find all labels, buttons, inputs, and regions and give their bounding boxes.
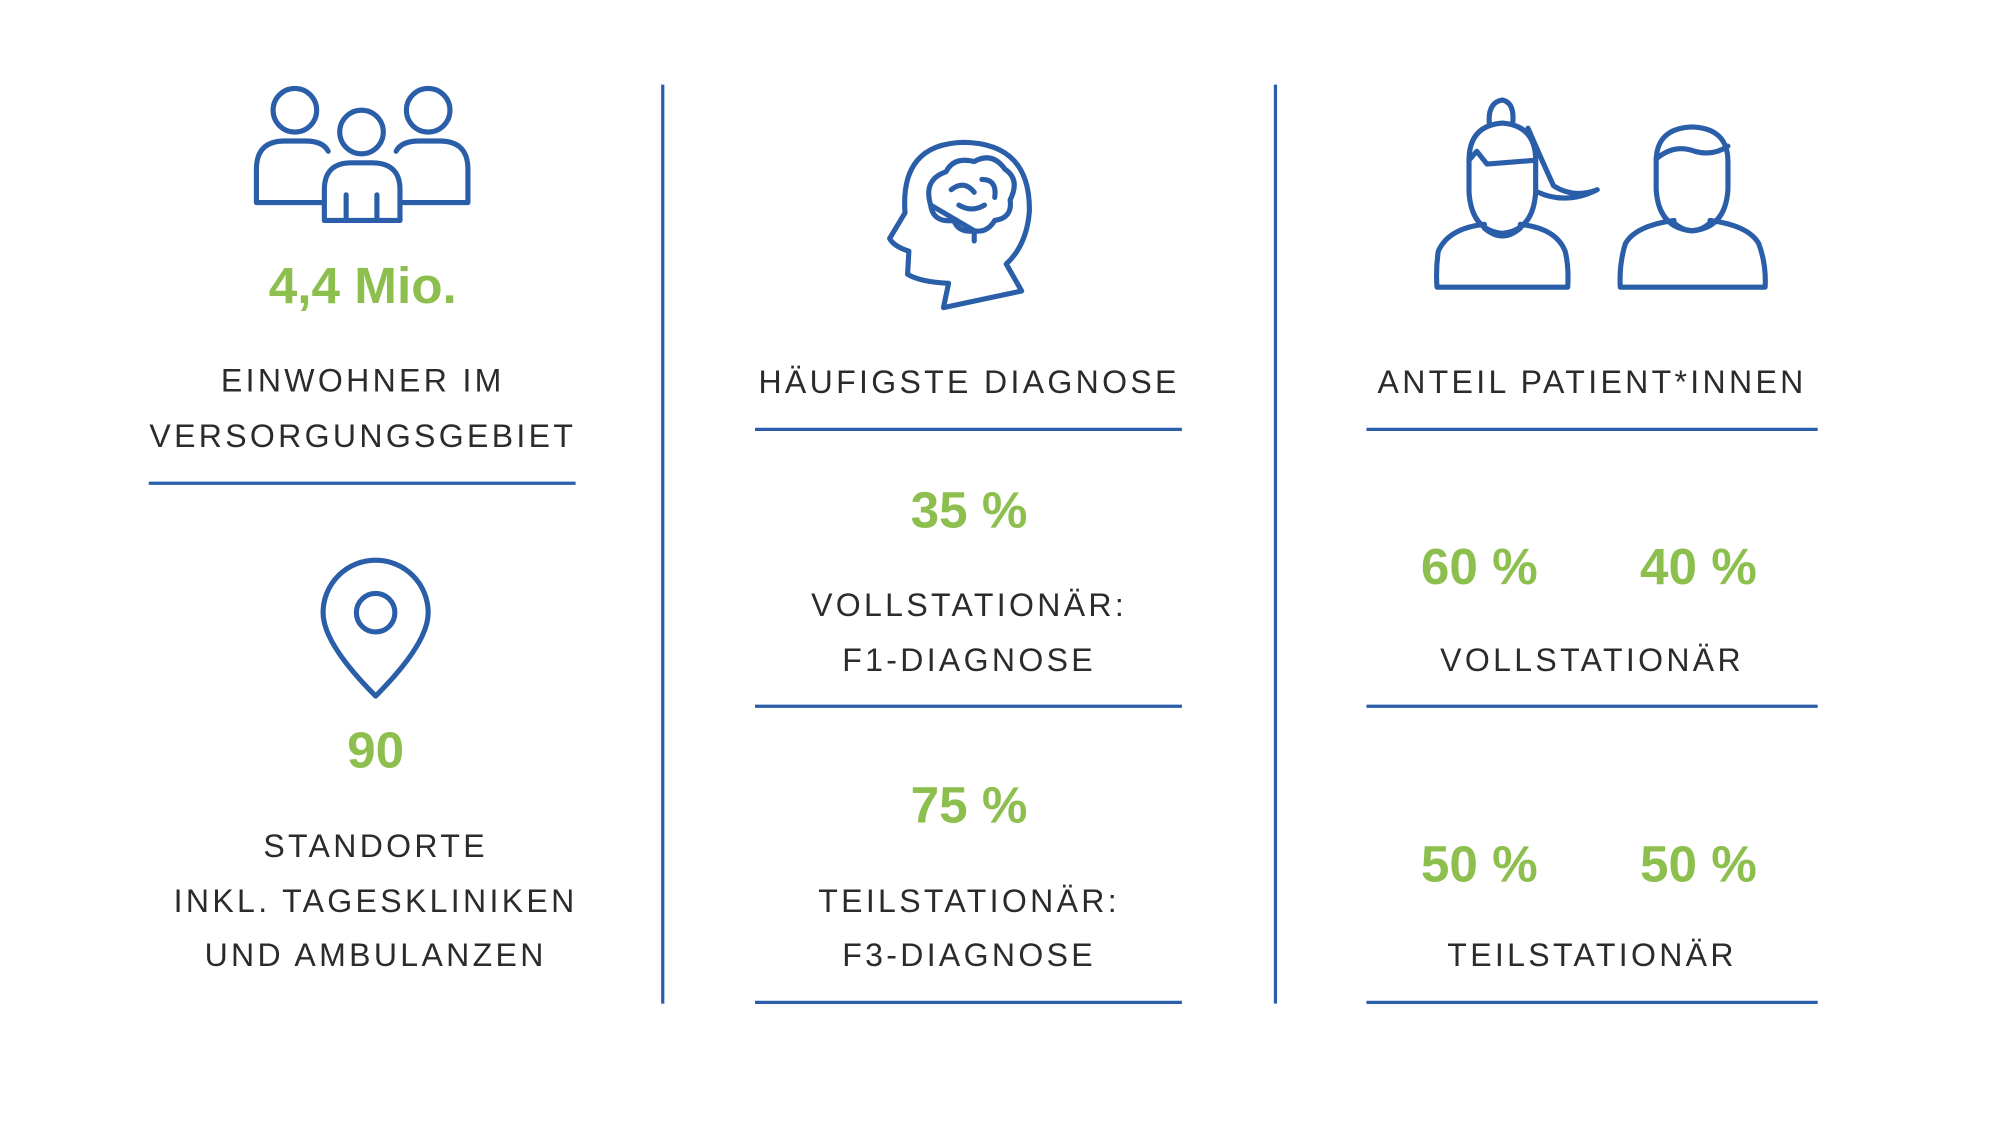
stat-value: 75 %: [911, 776, 1028, 833]
stat-value: 40 %: [1640, 538, 1757, 595]
stat-label: F3-DIAGNOSE: [842, 937, 1096, 973]
section-heading: ANTEIL PATIENT*INNEN: [1378, 364, 1807, 400]
stat-value: 35 %: [911, 482, 1028, 539]
stat-value: 4,4 Mio.: [269, 257, 457, 314]
stat-label: TEILSTATIONÄR: [1447, 937, 1737, 973]
pin-icon: [320, 557, 431, 699]
stat-label: VERSORGUNGSGEBIET: [149, 418, 576, 454]
stat-label: TEILSTATIONÄR:: [818, 883, 1120, 919]
stat-label: F1-DIAGNOSE: [842, 642, 1096, 678]
people-icon: [253, 85, 471, 224]
brain-icon: [887, 139, 1032, 311]
patients-icon: [1433, 97, 1768, 290]
stat-value: 90: [347, 721, 404, 778]
stat-label: INKL. TAGESKLINIKEN: [174, 883, 578, 919]
stat-label: VOLLSTATIONÄR: [1440, 642, 1744, 678]
stat-value: 50 %: [1421, 835, 1538, 892]
stat-label: EINWOHNER IM: [221, 363, 505, 399]
section-heading: HÄUFIGSTE DIAGNOSE: [758, 364, 1179, 400]
stat-label: UND AMBULANZEN: [205, 937, 547, 973]
stat-value: 50 %: [1640, 835, 1757, 892]
stat-label: STANDORTE: [263, 828, 488, 864]
stat-value: 60 %: [1421, 538, 1538, 595]
stat-label: VOLLSTATIONÄR:: [811, 587, 1127, 623]
